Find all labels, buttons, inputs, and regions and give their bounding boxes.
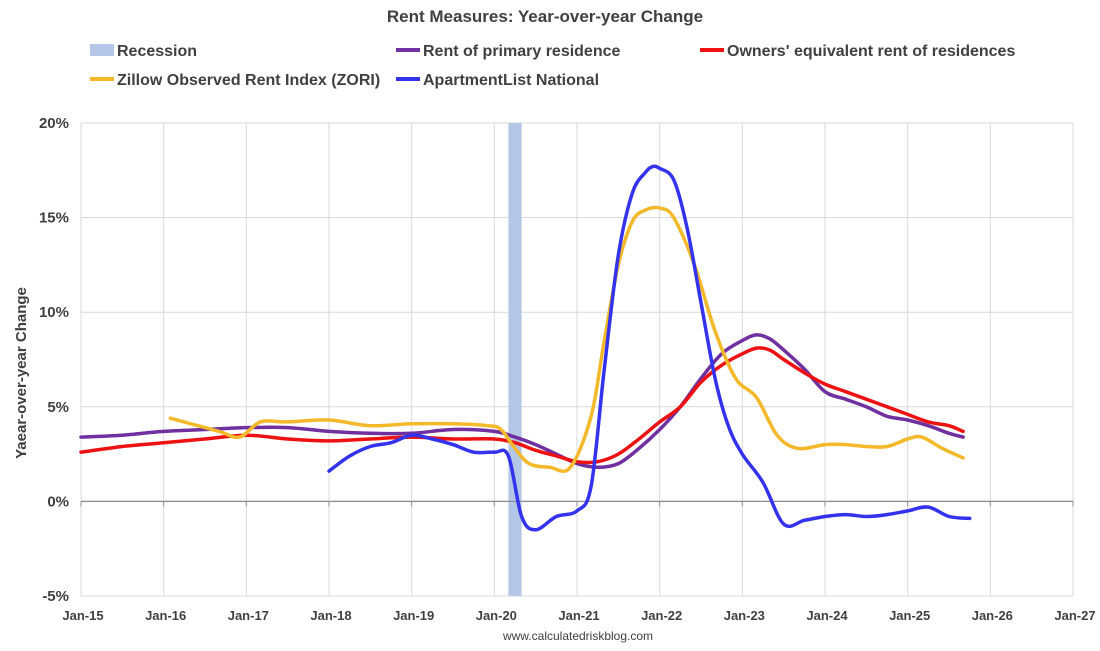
x-tick-label: Jan-22 — [641, 608, 682, 623]
x-tick-label: Jan-19 — [393, 608, 434, 623]
series-line-zillow-observed-rent-index-zori — [168, 205, 965, 474]
y-tick-label: 15% — [39, 210, 69, 227]
x-tick-label: Jan-24 — [806, 608, 848, 623]
x-tick-label: Jan-15 — [62, 608, 103, 623]
x-tick-label: Jan-20 — [476, 608, 517, 623]
series-line-rent-of-primary-residence — [79, 333, 965, 470]
series-line-owners-equivalent-rent-of-residences — [79, 346, 965, 465]
legend-label: Rent of primary residence — [423, 43, 621, 60]
legend-swatch-recession — [90, 44, 114, 56]
legend-label: Owners' equivalent rent of residences — [727, 43, 1015, 60]
legend-label: ApartmentList National — [423, 72, 599, 89]
y-tick-label: 0% — [47, 493, 69, 510]
y-tick-label: 20% — [39, 115, 69, 132]
recession-band — [508, 123, 522, 596]
x-tick-label: Jan-27 — [1054, 608, 1095, 623]
legend-label: Zillow Observed Rent Index (ZORI) — [117, 72, 380, 89]
x-tick-label: Jan-21 — [558, 608, 599, 623]
source-credit: www.calculatedriskblog.com — [502, 629, 653, 643]
x-tick-label: Jan-25 — [889, 608, 930, 623]
x-tick-label: Jan-23 — [724, 608, 765, 623]
plot-area: -5% 0% 5% 10% 15% 20% Jan-15 Jan-16 Jan-17 Jan-18… — [39, 115, 1096, 623]
legend: Recession Rent of primary residence Owners… — [90, 43, 1015, 89]
x-tick-label: Jan-16 — [145, 608, 186, 623]
y-tick-label: -5% — [42, 588, 69, 605]
x-tick-label: Jan-26 — [972, 608, 1013, 623]
y-tick-label: 10% — [39, 304, 69, 321]
chart-title: Rent Measures: Year-over-year Change — [387, 7, 703, 26]
x-tick-label: Jan-17 — [228, 608, 269, 623]
y-tick-label: 5% — [47, 399, 69, 416]
x-tick-label: Jan-18 — [310, 608, 351, 623]
legend-label: Recession — [117, 43, 197, 60]
y-axis-label: Yaear-over-year Change — [13, 287, 30, 459]
series-line-apartmentlist-national — [327, 164, 972, 532]
